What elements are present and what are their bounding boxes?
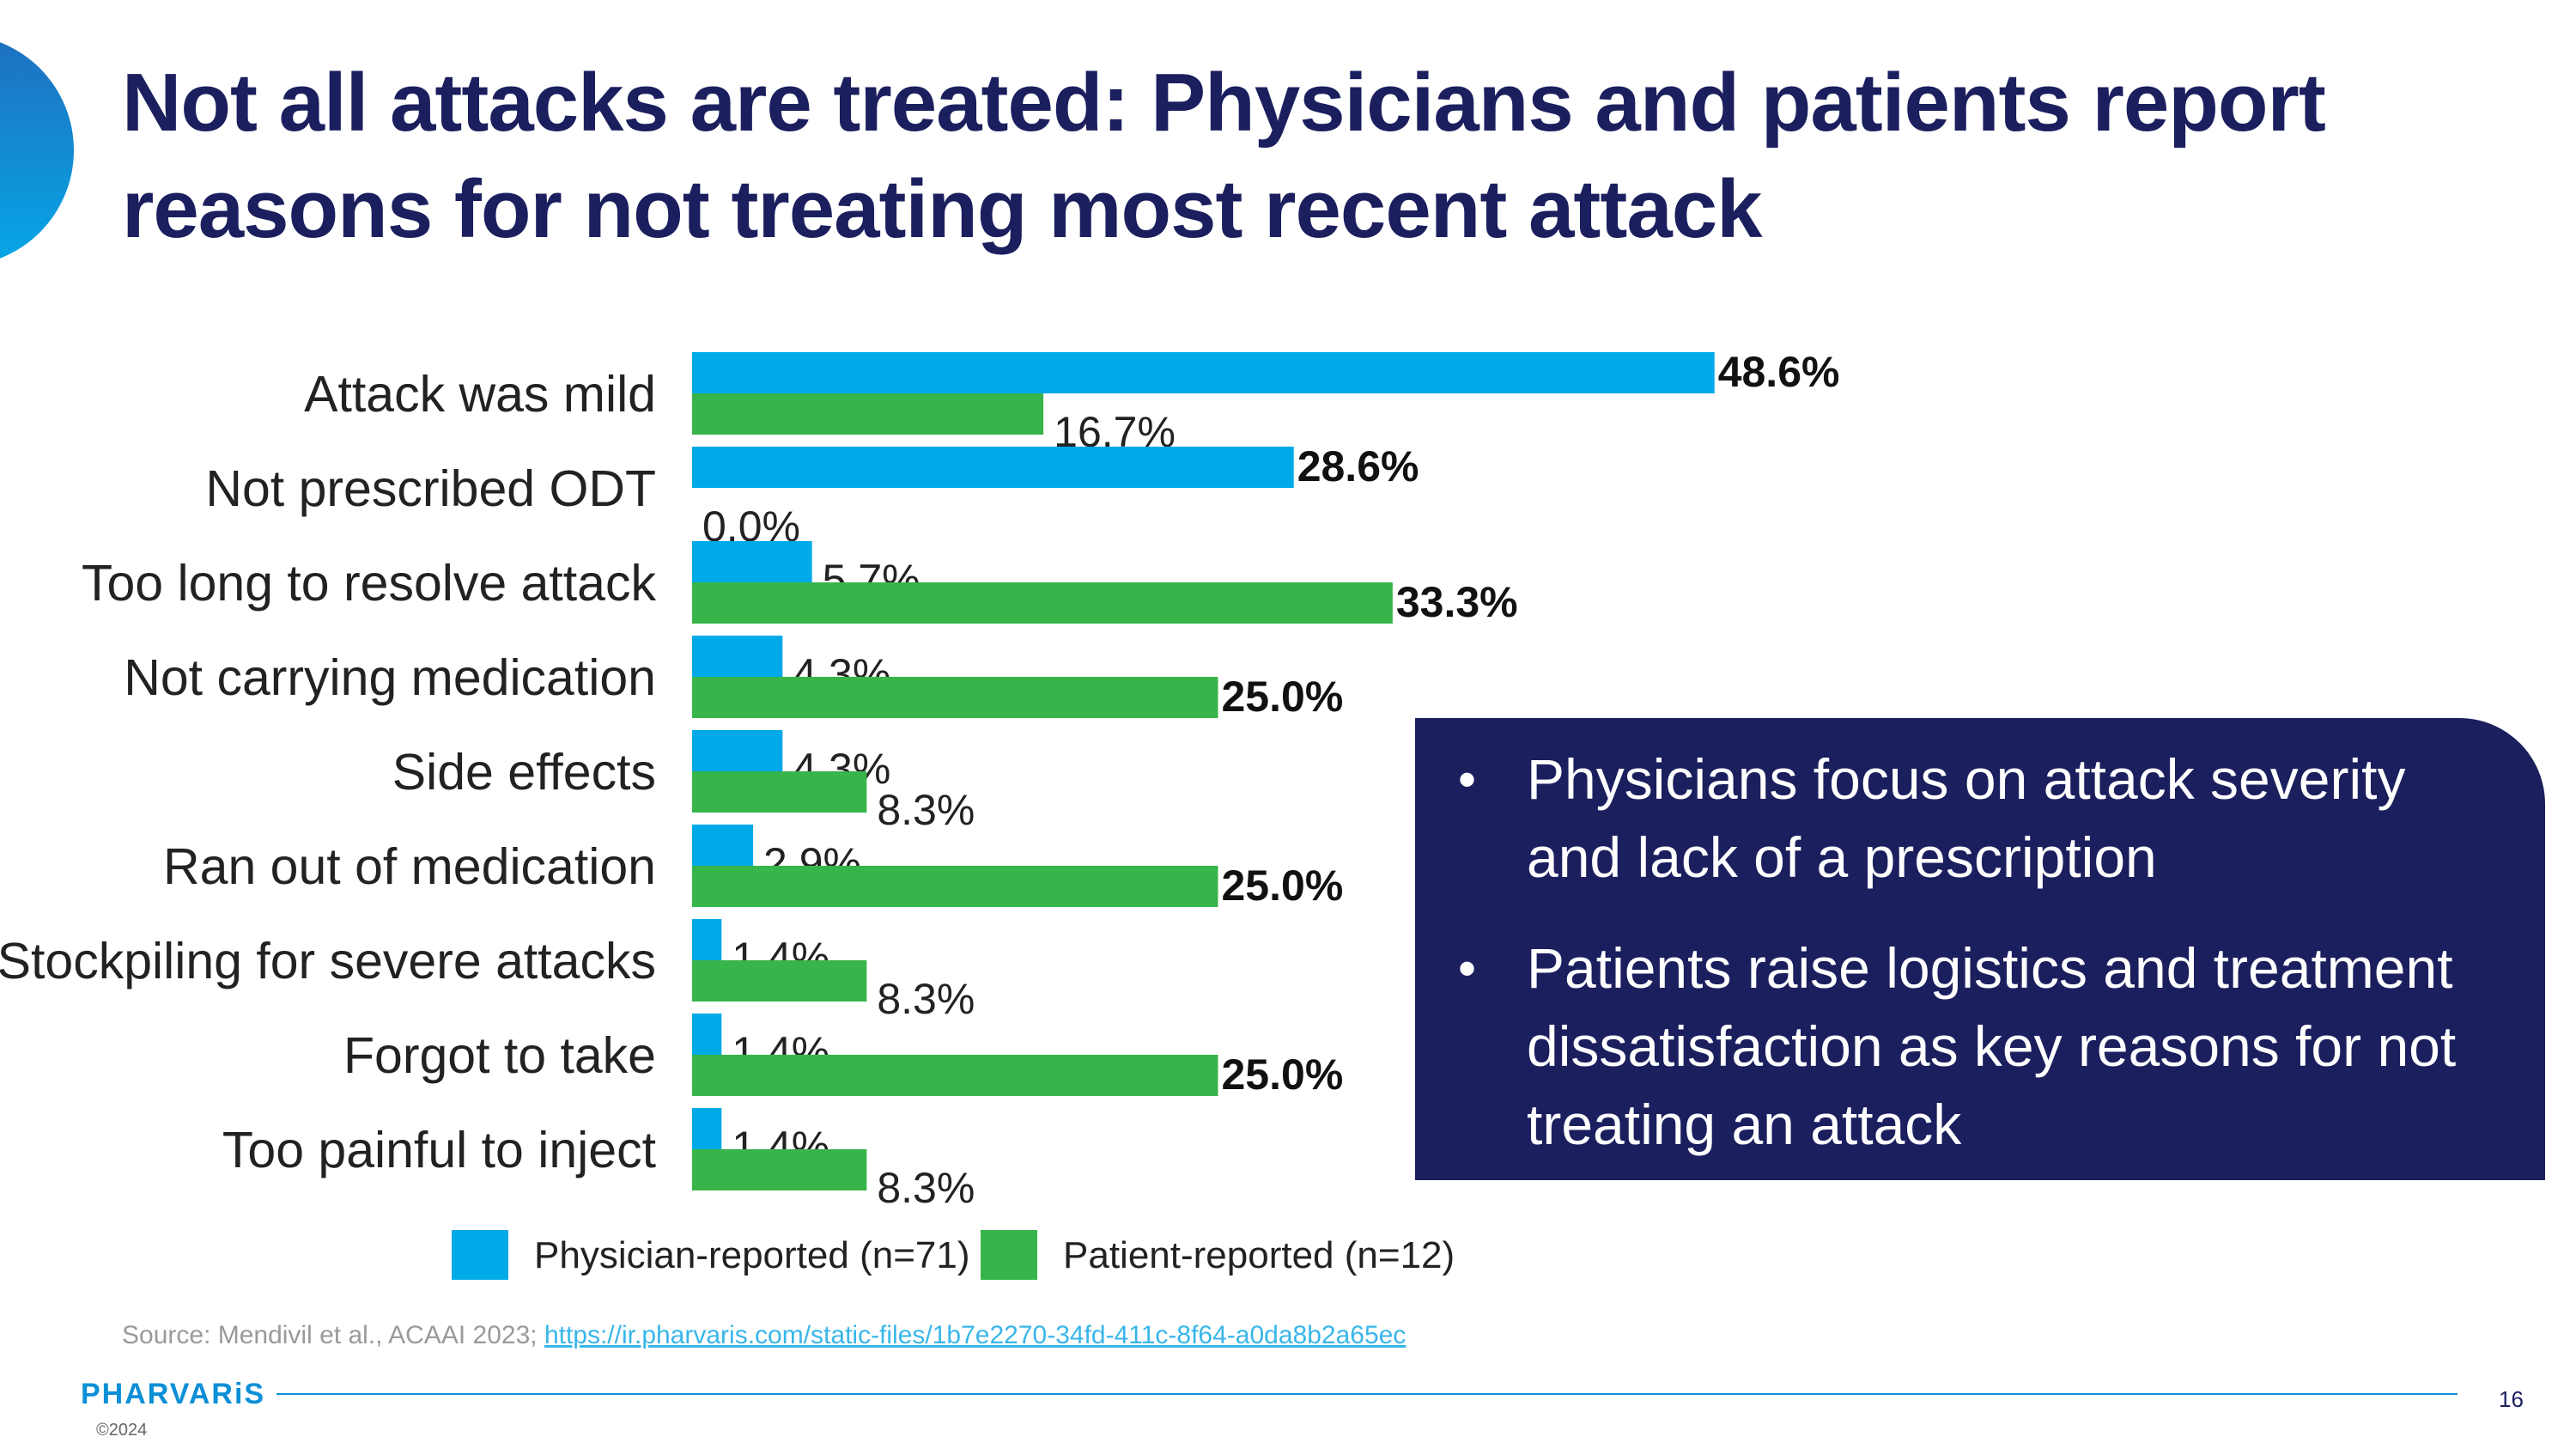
- takeaway-item: • Patients raise logistics and treatment…: [1449, 929, 2494, 1164]
- patient-bar: [692, 1149, 867, 1190]
- patient-bar: [692, 1055, 1218, 1096]
- category-label: Not carrying medication: [124, 649, 656, 706]
- category-label: Side effects: [392, 744, 656, 801]
- patient-data-label: 8.3%: [877, 975, 975, 1023]
- patient-data-label: 8.3%: [877, 1164, 975, 1212]
- bar-chart: Attack was mild 48.6%16.7%Not prescribed …: [0, 348, 1840, 1280]
- physician-bar: [692, 352, 1715, 393]
- copyright-text: ©2024: [96, 1421, 148, 1440]
- physician-bar: [692, 447, 1294, 488]
- company-logo: PHARVARiS: [81, 1378, 266, 1410]
- patient-bar: [692, 771, 867, 813]
- physician-data-label: 48.6%: [1718, 348, 1840, 396]
- legend-swatch: [981, 1230, 1037, 1280]
- category-label: Attack was mild: [304, 366, 656, 423]
- physician-data-label: 28.6%: [1297, 442, 1419, 490]
- patient-bar: [692, 960, 867, 1002]
- legend-label: Physician-reported (n=71): [534, 1234, 969, 1276]
- takeaway-text: Patients raise logistics and treatment d…: [1527, 936, 2457, 1156]
- patient-bar: [692, 677, 1218, 718]
- patient-bar: [692, 393, 1044, 435]
- key-takeaways-callout: • Physicians focus on attack severity an…: [1415, 718, 2545, 1180]
- patient-data-label: 33.3%: [1396, 578, 1518, 626]
- category-label: Ran out of medication: [163, 838, 656, 895]
- physician-bar: [692, 636, 783, 677]
- bullet-marker: •: [1458, 940, 1477, 997]
- physician-bar: [692, 541, 812, 582]
- patient-data-label: 25.0%: [1222, 1050, 1344, 1099]
- physician-bar: [692, 1014, 722, 1055]
- source-text: Source: Mendivil et al., ACAAI 2023;: [122, 1321, 544, 1349]
- patient-bar: [692, 866, 1218, 907]
- physician-bar: [692, 730, 783, 771]
- physician-bar: [692, 1108, 722, 1149]
- patient-bar: [692, 582, 1393, 624]
- category-label: Stockpiling for severe attacks: [0, 933, 656, 989]
- physician-bar: [692, 919, 722, 960]
- source-link[interactable]: https://ir.pharvaris.com/static-files/1b…: [544, 1321, 1406, 1349]
- category-label: Not prescribed ODT: [205, 460, 656, 517]
- takeaway-text: Physicians focus on attack severity and …: [1527, 747, 2406, 889]
- legend-label: Patient-reported (n=12): [1063, 1234, 1455, 1276]
- patient-data-label: 25.0%: [1222, 673, 1344, 721]
- source-citation: Source: Mendivil et al., ACAAI 2023; htt…: [122, 1321, 1406, 1350]
- takeaway-item: • Physicians focus on attack severity an…: [1449, 740, 2494, 897]
- footer-divider: [276, 1393, 2458, 1395]
- patient-data-label: 25.0%: [1222, 861, 1344, 910]
- page-number: 16: [2499, 1386, 2524, 1412]
- category-label: Too painful to inject: [222, 1122, 656, 1178]
- legend-swatch: [452, 1230, 508, 1280]
- physician-bar: [692, 825, 754, 866]
- bullet-marker: •: [1458, 751, 1477, 808]
- category-label: Too long to resolve attack: [82, 555, 657, 612]
- patient-data-label: 8.3%: [877, 786, 975, 834]
- category-label: Forgot to take: [343, 1027, 656, 1084]
- slide-title: Not all attacks are treated: Physicians …: [122, 57, 2326, 255]
